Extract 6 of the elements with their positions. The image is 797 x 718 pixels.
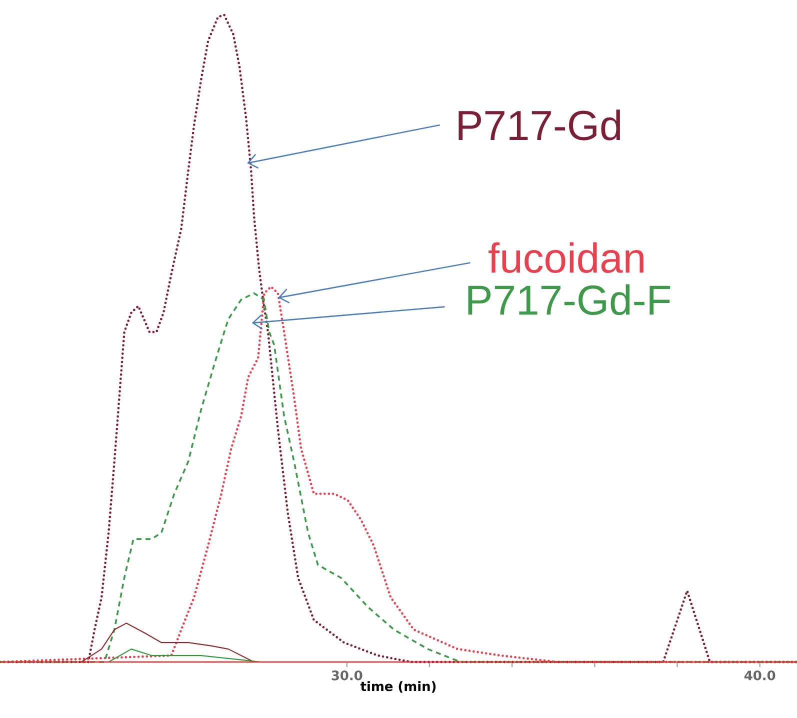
x-tick-label: 40.0 (744, 670, 776, 680)
text: P717-Gd (458, 110, 620, 140)
x-tick-label: 30.0 (332, 670, 362, 680)
x-axis-title: time (min) (360, 681, 436, 693)
text: fucoidan (488, 242, 644, 273)
text: P717-Gd-F (468, 284, 670, 316)
